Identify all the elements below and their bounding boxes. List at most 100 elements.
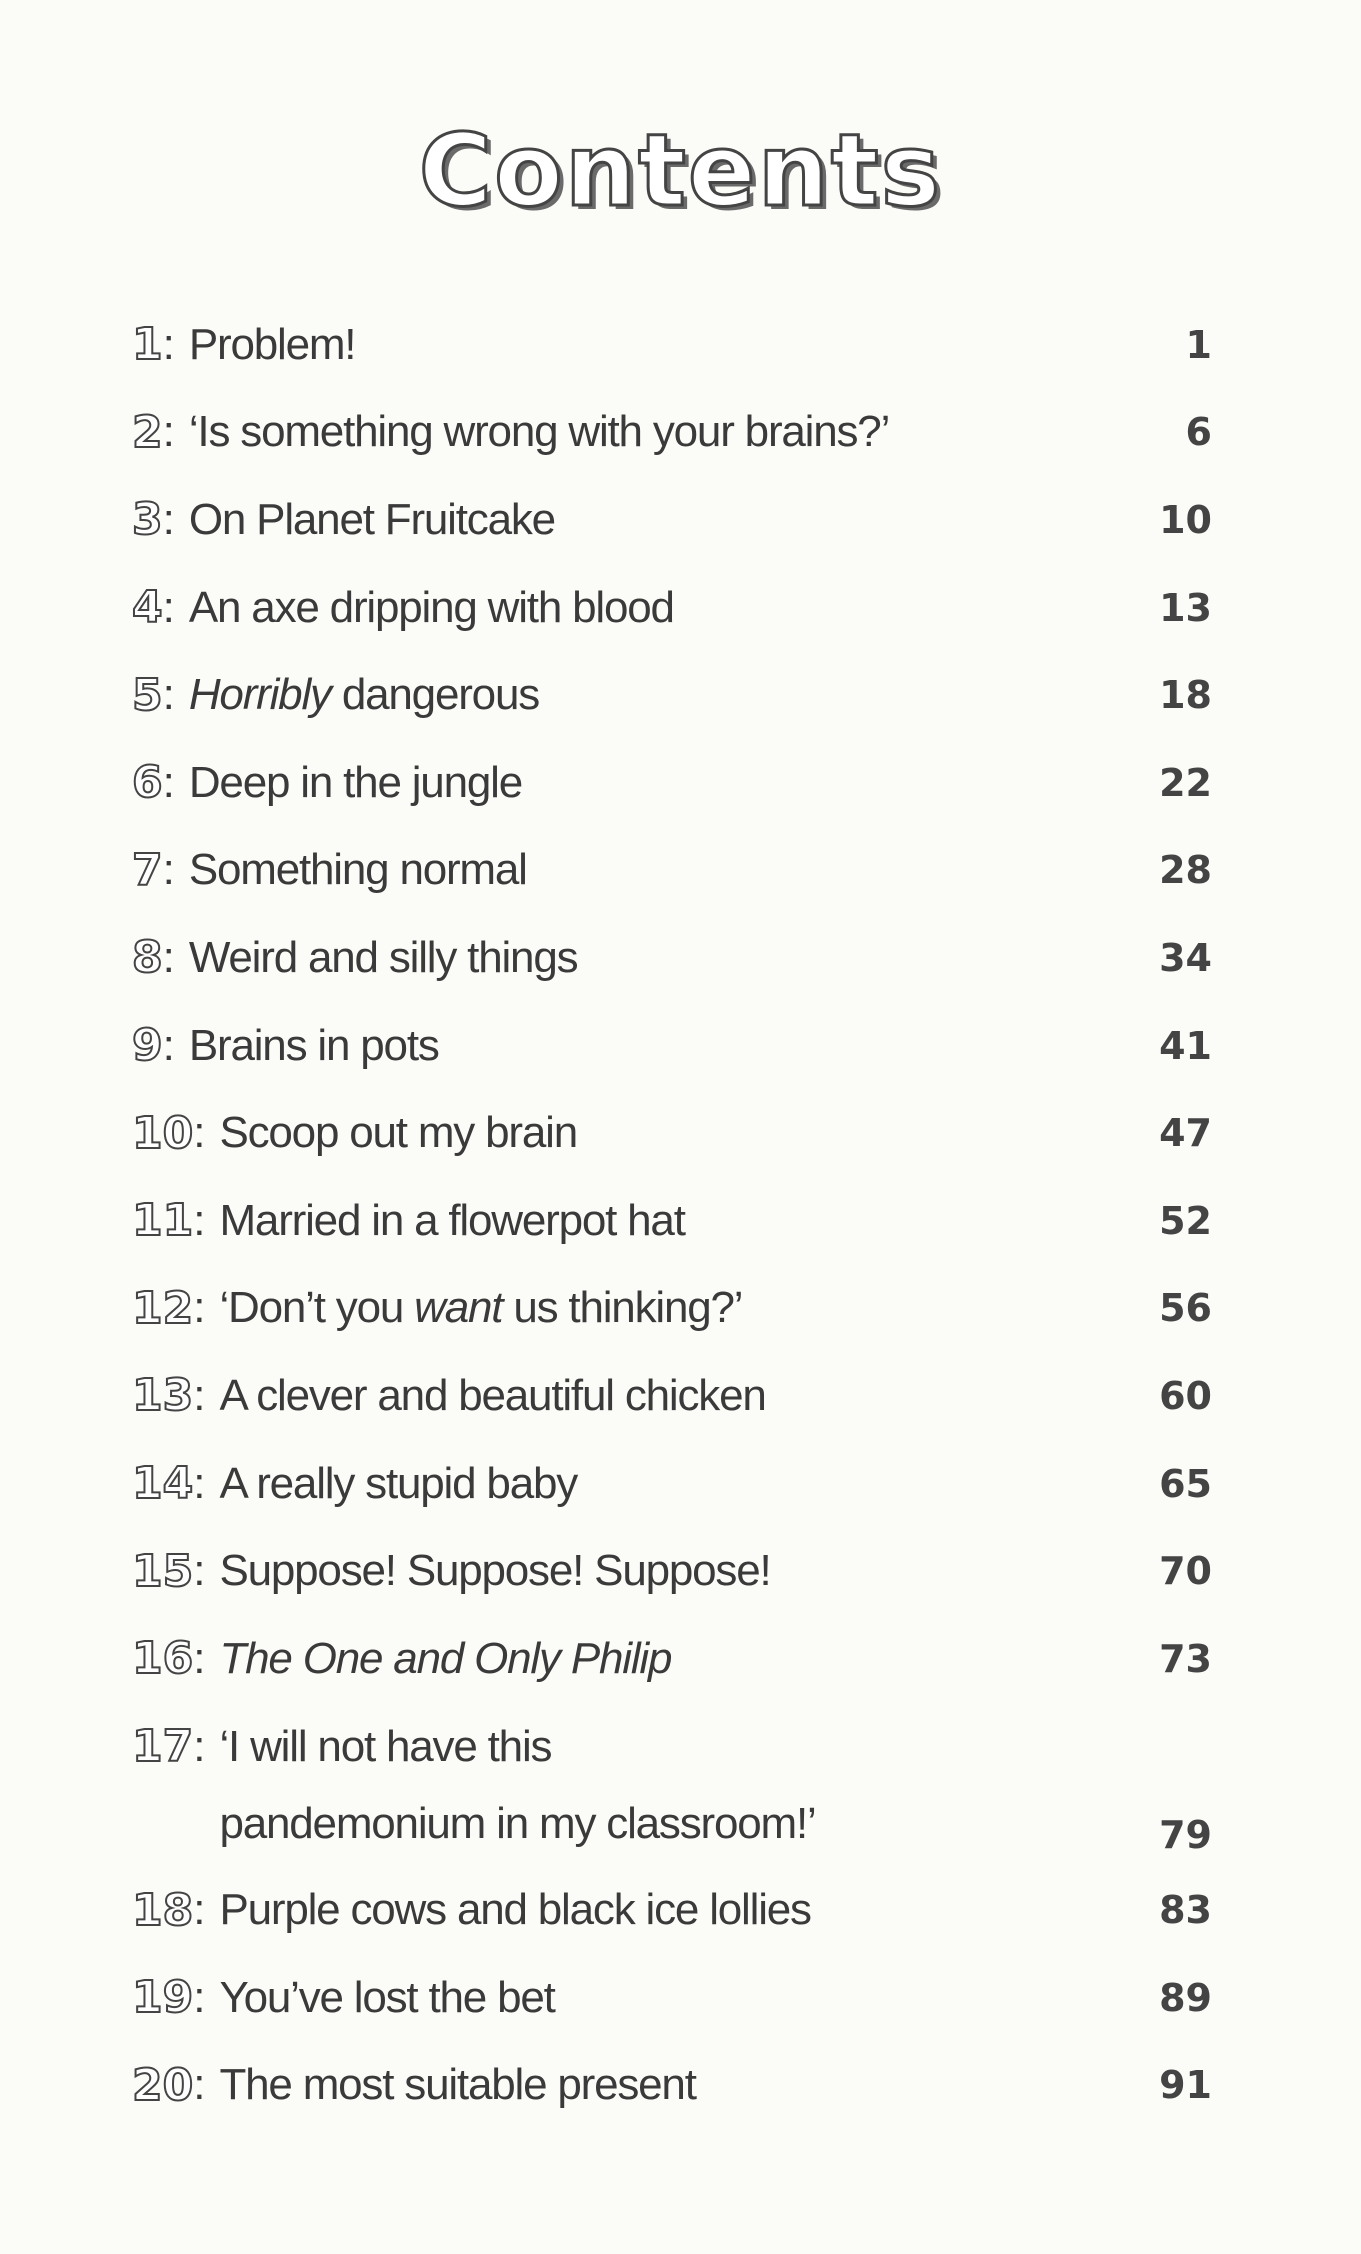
title-segment: us thinking?’: [502, 1283, 743, 1333]
toc-entry: 5: Horribly dangerous 18: [131, 651, 1212, 739]
separator: :: [162, 1020, 175, 1070]
separator: :: [162, 757, 175, 807]
title-segment: Something normal: [188, 845, 528, 895]
page-number: 1: [1185, 322, 1212, 367]
separator: :: [193, 1458, 206, 1508]
separator: :: [193, 1283, 206, 1333]
page-number: 79: [1159, 1812, 1212, 1857]
title-segment: An axe dripping with blood: [188, 582, 675, 632]
chapter-title: ‘Don’t you want us thinking?’: [219, 1283, 743, 1333]
chapter-title: ‘Is something wrong with your brains?’: [188, 407, 890, 457]
chapter-title: Deep in the jungle: [188, 757, 523, 808]
separator: :: [162, 319, 175, 369]
title-segment-italic: Horribly: [188, 670, 332, 720]
chapter-title: ‘I will not have this pandemonium in my c…: [219, 1703, 816, 1862]
title-segment: Suppose! Suppose! Suppose!: [219, 1546, 771, 1596]
chapter-number: 18: [131, 1884, 194, 1937]
separator: :: [193, 1108, 206, 1158]
title-segment: Weird and silly things: [188, 932, 579, 982]
chapter-number: 2: [131, 406, 164, 459]
chapter-number: 19: [131, 1971, 194, 2024]
chapter-title: Weird and silly things: [188, 932, 579, 983]
toc-entry: 2: ‘Is something wrong with your brains?’…: [131, 389, 1212, 477]
chapter-number: 16: [131, 1632, 194, 1685]
title-segment: A clever and beautiful chicken: [219, 1370, 766, 1420]
table-of-contents: 1: Problem! 1 2: ‘Is something wrong with yo…: [131, 301, 1212, 2130]
page-number: 83: [1159, 1888, 1212, 1933]
chapter-title: Scoop out my brain: [219, 1108, 578, 1158]
toc-entry: 20: The most suitable present 91: [131, 2042, 1212, 2130]
title-segment: The most suitable present: [219, 2060, 696, 2110]
toc-entry: 19: You’ve lost the bet 89: [131, 1954, 1212, 2042]
page-number: 18: [1159, 673, 1212, 718]
chapter-title: Married in a flowerpot hat: [219, 1195, 685, 1246]
chapter-title: On Planet Fruitcake: [188, 494, 556, 545]
separator: :: [193, 1972, 206, 2022]
title-segment: ‘Don’t you: [219, 1283, 415, 1333]
toc-entry: 17: ‘I will not have this pandemonium in m…: [131, 1703, 1212, 1867]
chapter-title: Something normal: [188, 845, 528, 895]
chapter-number: 13: [131, 1369, 194, 1422]
title-segment: Married in a flowerpot hat: [219, 1195, 685, 1245]
page-number: 47: [1159, 1111, 1212, 1156]
toc-entry: 14: A really stupid baby 65: [131, 1440, 1212, 1528]
toc-entry: 12: ‘Don’t you want us thinking?’ 56: [131, 1265, 1212, 1353]
title-segment: A really stupid baby: [219, 1458, 578, 1508]
separator: :: [193, 1633, 206, 1683]
page-number: 52: [1159, 1198, 1212, 1243]
toc-entry: 1: Problem! 1: [131, 301, 1212, 389]
separator: :: [193, 1195, 206, 1245]
chapter-title: The One and Only Philip: [219, 1633, 672, 1684]
page-number: 6: [1185, 410, 1212, 455]
page-number: 60: [1159, 1373, 1212, 1418]
toc-entry: 4: An axe dripping with blood 13: [131, 564, 1212, 652]
chapter-title: Brains in pots: [188, 1020, 440, 1071]
toc-entry: 6: Deep in the jungle 22: [131, 739, 1212, 827]
chapter-number: 6: [131, 756, 164, 809]
separator: :: [162, 670, 175, 720]
chapter-title: Purple cows and black ice lollies: [219, 1885, 812, 1935]
title-segment: Brains in pots: [188, 1020, 440, 1070]
page-number: 70: [1159, 1549, 1212, 1594]
title-segment: On Planet Fruitcake: [188, 494, 556, 544]
title-segment: Purple cows and black ice lollies: [219, 1885, 812, 1935]
page-number: 65: [1159, 1461, 1212, 1506]
separator: :: [162, 845, 175, 895]
separator: :: [193, 1370, 206, 1420]
chapter-title: You’ve lost the bet: [219, 1972, 555, 2023]
title-segment-italic: The One and Only Philip: [219, 1633, 672, 1683]
page-number: 13: [1159, 585, 1212, 630]
separator: :: [162, 932, 175, 982]
chapter-number: 12: [131, 1282, 194, 1335]
chapter-number: 11: [131, 1194, 194, 1247]
chapter-title: Suppose! Suppose! Suppose!: [219, 1546, 771, 1596]
chapter-title: A clever and beautiful chicken: [219, 1370, 766, 1421]
separator: :: [193, 1885, 206, 1935]
page-number: 89: [1159, 1975, 1212, 2020]
title-segment: Deep in the jungle: [188, 757, 523, 807]
page-number: 10: [1159, 497, 1212, 542]
toc-entry: 10: Scoop out my brain 47: [131, 1089, 1212, 1177]
chapter-number: 8: [131, 931, 164, 984]
chapter-number: 5: [131, 669, 164, 722]
toc-entry: 15: Suppose! Suppose! Suppose! 70: [131, 1527, 1212, 1615]
toc-entry: 8: Weird and silly things 34: [131, 914, 1212, 1002]
separator: :: [193, 1721, 206, 1771]
title-segment: You’ve lost the bet: [219, 1972, 555, 2022]
title-segment: ‘Is something wrong with your brains?’: [188, 407, 890, 457]
chapter-title: Problem!: [188, 319, 357, 370]
separator: :: [162, 582, 175, 632]
chapter-number: 9: [131, 1019, 164, 1072]
toc-entry: 11: Married in a flowerpot hat 52: [131, 1177, 1212, 1265]
separator: :: [193, 2060, 206, 2110]
chapter-title: The most suitable present: [219, 2060, 696, 2110]
title-segment: pandemonium in my classroom!’: [219, 1798, 816, 1848]
chapter-title: An axe dripping with blood: [188, 582, 675, 633]
page-number: 41: [1159, 1023, 1212, 1068]
chapter-number: 4: [131, 581, 164, 634]
title-segment: Problem!: [188, 319, 357, 369]
separator: :: [162, 494, 175, 544]
title-segment: Scoop out my brain: [219, 1108, 578, 1158]
toc-entry: 7: Something normal 28: [131, 827, 1212, 915]
toc-entry: 18: Purple cows and black ice lollies 83: [131, 1867, 1212, 1955]
